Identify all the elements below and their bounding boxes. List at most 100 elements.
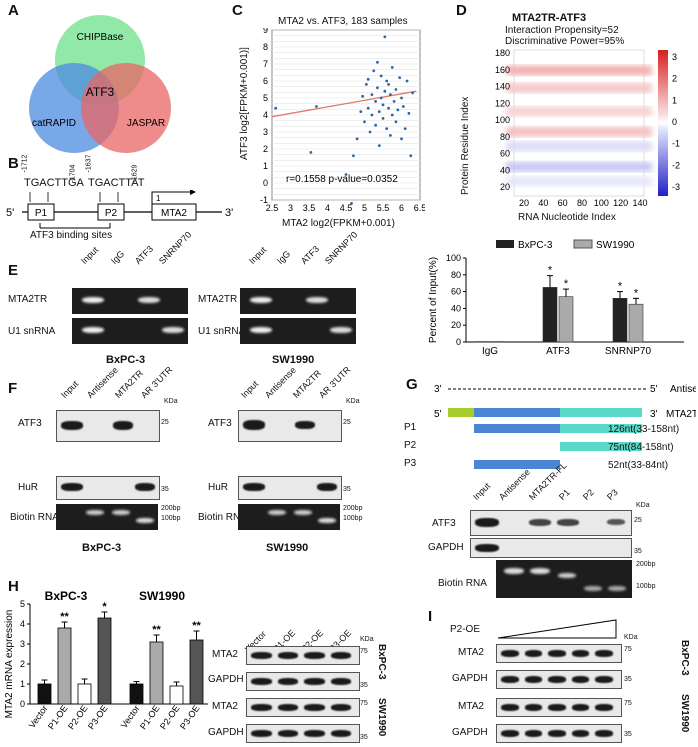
- i-p2oe-label: P2-OE: [450, 624, 481, 635]
- panel-label-c: C: [232, 2, 243, 19]
- barh-ytick: 1: [20, 679, 25, 689]
- scatter-point: [407, 111, 411, 115]
- heatmap-xtick: 40: [538, 198, 548, 208]
- heatmap-ytick: 160: [495, 65, 510, 75]
- heatmap-line1: Interaction Propensity=52: [505, 25, 619, 36]
- hwb-blot-gapdh-bxpc3: [246, 672, 360, 691]
- g-lane-p1: P1: [556, 487, 572, 502]
- scatter-xtick: 6.5: [414, 203, 425, 213]
- scatter-point: [405, 79, 409, 83]
- scatter-point: [411, 91, 414, 95]
- significance-mark: *: [102, 601, 107, 613]
- venn-diagram: CHIPBase catRAPID JASPAR ATF3: [29, 15, 171, 153]
- g-fl-label: MTA2TR-FL: [666, 409, 696, 420]
- scatter-point: [361, 94, 365, 98]
- bar-atf3-bxpc-3: [542, 287, 558, 343]
- blot-band: [548, 730, 566, 737]
- panel-label-b: B: [8, 155, 19, 172]
- scatter-point: [396, 108, 400, 112]
- bar-e-ytick: 60: [451, 287, 461, 297]
- g-gel-biotin: [496, 560, 632, 598]
- e1-gel-u1: [72, 318, 188, 344]
- blot-band: [524, 650, 543, 657]
- bar-e-xtick: SNRNP70: [605, 346, 652, 357]
- bar-atf3-sw1990: [558, 296, 574, 343]
- g-row-gapdh: GAPDH: [428, 542, 464, 553]
- barh-bar-sw1990-p1-oe: [149, 641, 164, 705]
- scatter-xlabel: MTA2 log2(FPKM+0.001): [282, 218, 395, 229]
- scatter-ytick: 9: [263, 28, 268, 35]
- f2-gel-biotin: [238, 504, 340, 530]
- scatter-point: [401, 105, 405, 108]
- blot-band: [548, 676, 566, 683]
- venn-label-catrapid: catRAPID: [32, 118, 76, 129]
- blot-band: [277, 730, 298, 737]
- panel-label-i: I: [428, 608, 433, 625]
- regression-line: [271, 90, 417, 118]
- scatter-point: [387, 106, 390, 110]
- e2-row-mta2tr: MTA2TR: [198, 294, 238, 305]
- f1-lane-input: Input: [58, 378, 81, 400]
- i-row-mta2-2: MTA2: [458, 701, 484, 712]
- blot-band: [595, 730, 613, 737]
- atf3-binding-sites-label: ATF3 binding sites: [30, 230, 113, 241]
- hwb-m35-1: 35: [360, 682, 368, 689]
- scatter-xtick: 4: [325, 203, 330, 213]
- barh-bar-bxpc-3-p3-oe: [97, 617, 112, 705]
- scatter-point: [374, 100, 377, 103]
- heatmap-xtick: 140: [632, 198, 647, 208]
- scatter-ytick: 3: [263, 127, 268, 137]
- barh-bar-bxpc-3-p1-oe: [57, 627, 72, 705]
- heatmap-xtick: 100: [594, 198, 609, 208]
- g-m25: 25: [634, 517, 642, 524]
- scatter-xtick: 6: [399, 203, 404, 213]
- seq-site-2: TGACTTAT: [88, 177, 145, 189]
- barh-xtick: P1-OE: [138, 703, 162, 731]
- fl-mid-segment: [474, 408, 560, 417]
- heatmap-ytick: 140: [495, 82, 510, 92]
- f2-lane-input: Input: [238, 378, 261, 400]
- scatter-point: [372, 69, 376, 73]
- blot-band: [330, 730, 351, 737]
- barh-bar-sw1990-vector: [129, 683, 144, 705]
- scatter-point: [409, 154, 413, 158]
- scatter-point: [383, 89, 387, 93]
- heatmap-ytick: 120: [495, 98, 510, 108]
- e2-lane-input: Input: [246, 244, 269, 266]
- barh-xtick: P3-OE: [178, 703, 202, 731]
- heatmap-strip: [506, 126, 652, 137]
- e1-lane-atf3: ATF3: [132, 243, 156, 266]
- f2-m100: 100bp: [343, 515, 363, 522]
- barh-bar-sw1990-p3-oe: [189, 639, 204, 705]
- significance-mark: **: [192, 620, 201, 632]
- significance-mark: **: [152, 624, 161, 636]
- g-five-prime-2: 5': [434, 409, 442, 420]
- scatter-ytick: 0: [263, 178, 268, 188]
- scatter-point: [274, 106, 278, 110]
- iwb-m75-2: 75: [624, 700, 632, 707]
- scatter-point: [381, 103, 385, 107]
- barh-xtick: P2-OE: [66, 703, 90, 731]
- bar-e-ytick: 100: [446, 253, 461, 263]
- f1-m25: 25: [161, 419, 169, 426]
- hwb-cell2: SW1990: [376, 698, 387, 737]
- barh-title-bxpc3: BxPC-3: [45, 589, 88, 603]
- scatter-point: [363, 120, 366, 124]
- venn-label-center: ATF3: [86, 85, 115, 99]
- scatter-point: [376, 86, 379, 90]
- g-three-prime-1: 3': [434, 384, 442, 395]
- scatter-point: [394, 88, 398, 91]
- e1-cell-label: BxPC-3: [106, 354, 146, 366]
- blot-band: [524, 676, 543, 683]
- scatter-xtick: 4.5: [340, 203, 353, 213]
- iwb-cell1: BxPC-3: [679, 640, 690, 676]
- blot-band: [251, 730, 272, 737]
- iwb-m35-1: 35: [624, 676, 632, 683]
- f1-row-biotin: Biotin RNA: [10, 512, 59, 523]
- colorbar-tick: -1: [672, 139, 680, 149]
- f1-blot-hur: [56, 476, 160, 500]
- scatter-point: [385, 127, 389, 130]
- blot-band: [304, 652, 325, 659]
- barh-ytick: 5: [20, 599, 25, 609]
- panel-label-g: G: [406, 376, 418, 393]
